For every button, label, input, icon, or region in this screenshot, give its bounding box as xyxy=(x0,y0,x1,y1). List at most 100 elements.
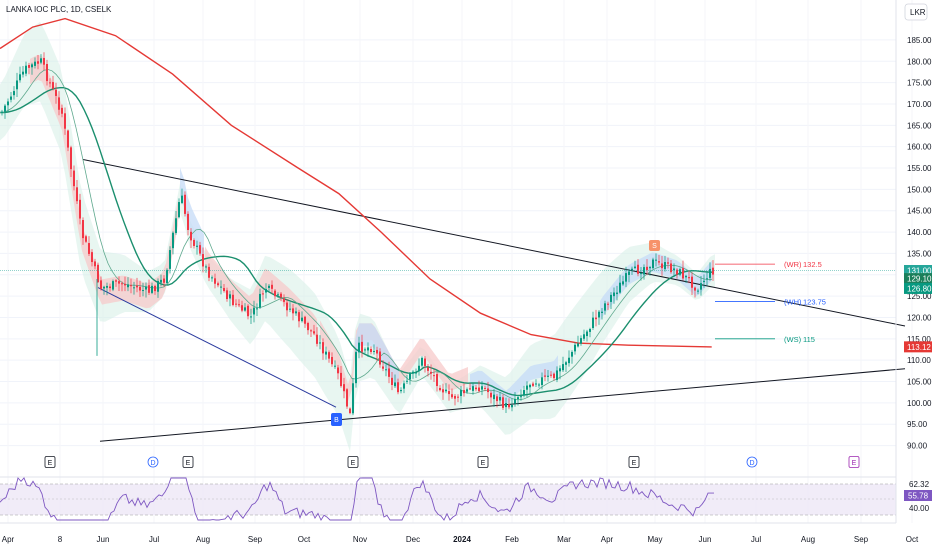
candle xyxy=(49,78,51,88)
event-label: E xyxy=(186,460,191,467)
event-marker[interactable]: E xyxy=(477,456,489,468)
ma-mid-line xyxy=(0,87,713,397)
price-tick: 100.00 xyxy=(907,399,932,408)
candle xyxy=(328,350,330,363)
currency-button[interactable] xyxy=(904,3,928,21)
candle xyxy=(31,62,33,75)
candle xyxy=(415,368,417,379)
candle xyxy=(88,236,90,256)
candle xyxy=(562,356,564,373)
candle xyxy=(190,228,192,249)
candle xyxy=(481,381,483,396)
candle xyxy=(601,308,603,320)
event-marker[interactable]: D xyxy=(746,456,758,468)
price-axis-ticks: 185.00 180.00 175.00 170.00 165.00 160.00 155.… xyxy=(907,36,932,451)
left-channel-line[interactable] xyxy=(97,287,337,408)
symbol-title[interactable]: LANKA IOC PLC, 1D, CSELK xyxy=(6,5,112,14)
candle xyxy=(76,180,78,205)
candle xyxy=(397,378,399,395)
candle xyxy=(22,65,24,78)
candle xyxy=(307,321,309,335)
candle xyxy=(667,257,669,269)
time-tick: Sep xyxy=(854,535,869,544)
candle xyxy=(412,370,414,379)
candle xyxy=(346,388,348,409)
time-tick: Feb xyxy=(505,535,519,544)
event-marker[interactable]: E xyxy=(848,456,860,468)
time-axis[interactable]: Apr 8 Jun Jul Aug Sep Oct Nov Dec 2024 Feb Mar Apr Ma… xyxy=(0,522,919,544)
time-tick: Dec xyxy=(406,535,420,544)
candle xyxy=(532,381,534,387)
candle xyxy=(691,272,693,296)
candle xyxy=(445,383,447,394)
candle xyxy=(28,62,30,75)
buy-marker-box[interactable] xyxy=(331,413,342,426)
candle xyxy=(181,188,183,205)
cloud-segment xyxy=(470,355,558,405)
time-axis-ticks: Apr 8 Jun Jul Aug Sep Oct Nov Dec 2024 Feb Mar Apr Ma… xyxy=(2,535,919,544)
candle xyxy=(103,285,105,295)
time-tick: Jun xyxy=(699,535,712,544)
price-tick: 155.00 xyxy=(907,164,932,173)
price-tick: 115.00 xyxy=(907,335,931,344)
event-marker[interactable]: E xyxy=(182,456,194,468)
time-tick: Jul xyxy=(149,535,159,544)
candle xyxy=(37,54,39,70)
event-marker[interactable]: E xyxy=(628,456,640,468)
event-marker[interactable]: E xyxy=(347,456,359,468)
candle xyxy=(13,86,15,100)
candle xyxy=(427,363,429,377)
time-tick: Nov xyxy=(353,535,367,544)
candle xyxy=(703,274,705,288)
sell-marker-box[interactable] xyxy=(649,240,660,251)
candle xyxy=(40,54,42,65)
candle xyxy=(244,303,246,312)
candle xyxy=(466,387,468,394)
candle xyxy=(271,280,273,294)
buy-marker[interactable]: B xyxy=(331,413,342,426)
candle xyxy=(19,66,21,83)
candle xyxy=(604,300,606,315)
candle xyxy=(454,393,456,406)
price-tick: 165.00 xyxy=(907,121,932,130)
candle xyxy=(697,288,699,295)
candle xyxy=(283,294,285,307)
candle xyxy=(619,274,621,294)
event-marker[interactable]: E xyxy=(44,456,56,468)
event-label: E xyxy=(48,460,53,467)
candle xyxy=(151,282,153,295)
candle xyxy=(217,281,219,288)
time-tick: 8 xyxy=(58,535,63,544)
candle xyxy=(421,356,423,368)
candle xyxy=(82,217,84,245)
upper-trendline[interactable] xyxy=(82,158,906,327)
candle xyxy=(160,274,162,287)
candle xyxy=(274,288,276,300)
candle xyxy=(301,311,303,323)
candle xyxy=(334,360,336,369)
candle xyxy=(112,279,114,292)
candle xyxy=(385,364,387,377)
candle xyxy=(505,397,507,414)
candle xyxy=(106,282,108,296)
candle xyxy=(709,262,711,281)
sell-marker[interactable]: S xyxy=(649,240,660,251)
price-tick: 120.00 xyxy=(907,313,932,322)
ma-long-line xyxy=(0,17,712,348)
candle xyxy=(493,389,495,407)
candle xyxy=(616,285,618,301)
time-tick: Mar xyxy=(557,535,571,544)
pivot-levels: (WR) 132.5 (WH) 123.75 (WS) 115 xyxy=(715,260,826,344)
candle xyxy=(700,275,702,296)
candle xyxy=(655,253,657,267)
candle xyxy=(64,107,66,135)
candle xyxy=(541,372,543,390)
candle xyxy=(631,266,633,275)
candle xyxy=(148,279,150,295)
candle xyxy=(4,104,6,119)
event-marker[interactable]: D xyxy=(147,456,159,468)
price-axis[interactable]: 185.00 180.00 175.00 170.00 165.00 160.00 155.… xyxy=(895,0,932,523)
candle xyxy=(172,231,174,255)
candle xyxy=(646,259,648,276)
